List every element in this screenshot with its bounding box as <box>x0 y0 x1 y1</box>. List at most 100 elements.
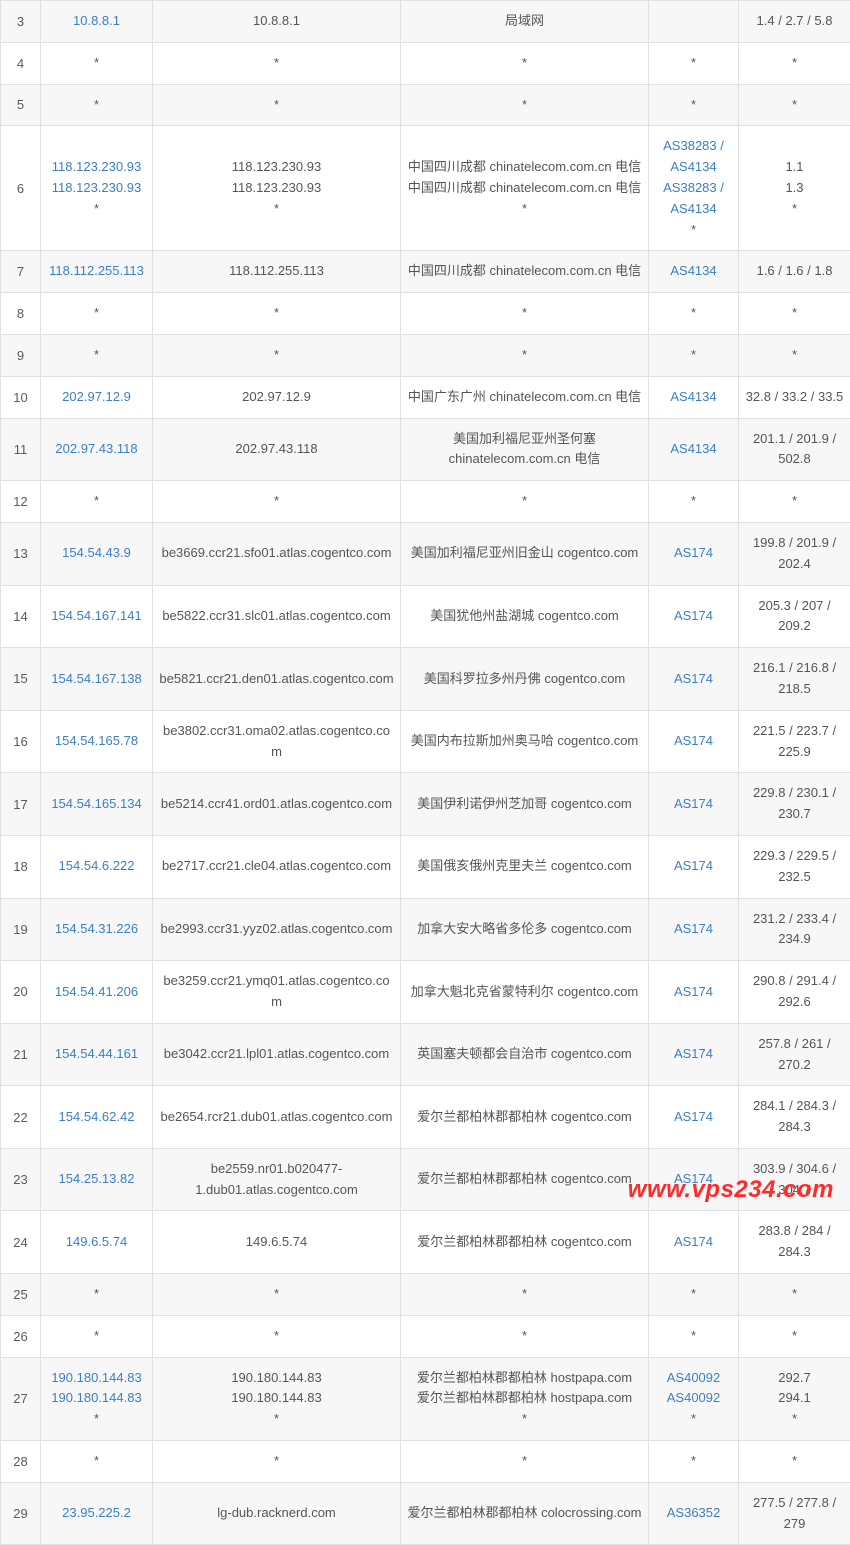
table-row: 18154.54.6.222be2717.ccr21.cle04.atlas.c… <box>1 835 850 898</box>
link-text[interactable]: 202.97.43.118 <box>47 439 146 460</box>
link-text[interactable]: AS174 <box>655 543 732 564</box>
cell-text: * <box>159 345 394 366</box>
link-text[interactable]: 154.54.31.226 <box>47 919 146 940</box>
link-text[interactable]: 154.54.167.141 <box>47 606 146 627</box>
table-cell: * <box>153 1274 401 1316</box>
cell-text: be2654.rcr21.dub01.atlas.cogentco.com <box>159 1107 394 1128</box>
table-cell: 局域网 <box>401 1 649 43</box>
table-cell: 118.123.230.93118.123.230.93* <box>41 126 153 251</box>
link-text[interactable]: AS174 <box>655 856 732 877</box>
table-cell: be2559.nr01.b020477-1.dub01.atlas.cogent… <box>153 1148 401 1211</box>
link-text[interactable]: AS38283 / <box>655 178 732 199</box>
link-text[interactable]: 154.54.62.42 <box>47 1107 146 1128</box>
link-text[interactable]: AS4134 <box>655 157 732 178</box>
link-text[interactable]: AS40092 <box>655 1368 732 1389</box>
link-text[interactable]: AS4134 <box>655 199 732 220</box>
table-cell: * <box>401 334 649 376</box>
table-cell: 216.1 / 216.8 / 218.5 <box>739 648 850 711</box>
table-cell <box>649 1 739 43</box>
table-cell: 爱尔兰都柏林郡都柏林 hostpapa.com爱尔兰都柏林郡都柏林 hostpa… <box>401 1357 649 1440</box>
cell-text: 1.3 <box>745 178 844 199</box>
cell-text: * <box>745 199 844 220</box>
link-text[interactable]: AS174 <box>655 1107 732 1128</box>
cell-text: * <box>159 1409 394 1430</box>
cell-text: be5821.ccr21.den01.atlas.cogentco.com <box>159 669 394 690</box>
cell-text: * <box>47 1284 146 1305</box>
link-text[interactable]: AS174 <box>655 669 732 690</box>
table-cell: * <box>41 1441 153 1483</box>
cell-text: * <box>47 95 146 116</box>
table-row: 23154.25.13.82be2559.nr01.b020477-1.dub0… <box>1 1148 850 1211</box>
link-text[interactable]: 154.54.43.9 <box>47 543 146 564</box>
link-text[interactable]: AS4134 <box>655 439 732 460</box>
table-cell: 118.112.255.113 <box>41 251 153 293</box>
cell-text: * <box>745 1326 844 1347</box>
cell-text: lg-dub.racknerd.com <box>159 1503 394 1524</box>
link-text[interactable]: 190.180.144.83 <box>47 1368 146 1389</box>
link-text[interactable]: 10.8.8.1 <box>47 11 146 32</box>
hop-cell: 17 <box>1 773 41 836</box>
cell-text: * <box>407 491 642 512</box>
table-cell: AS174 <box>649 648 739 711</box>
link-text[interactable]: 190.180.144.83 <box>47 1388 146 1409</box>
table-cell: lg-dub.racknerd.com <box>153 1482 401 1545</box>
link-text[interactable]: AS174 <box>655 1044 732 1065</box>
table-row: 6118.123.230.93118.123.230.93*118.123.23… <box>1 126 850 251</box>
link-text[interactable]: 154.54.165.134 <box>47 794 146 815</box>
table-cell: be2654.rcr21.dub01.atlas.cogentco.com <box>153 1086 401 1149</box>
cell-text: 1.1 <box>745 157 844 178</box>
link-text[interactable]: 118.123.230.93 <box>47 178 146 199</box>
cell-text: be2559.nr01.b020477-1.dub01.atlas.cogent… <box>159 1159 394 1201</box>
link-text[interactable]: 154.54.6.222 <box>47 856 146 877</box>
table-cell: * <box>649 42 739 84</box>
link-text[interactable]: AS174 <box>655 982 732 1003</box>
table-cell: 美国内布拉斯加州奥马哈 cogentco.com <box>401 710 649 773</box>
table-cell: 154.54.44.161 <box>41 1023 153 1086</box>
link-text[interactable]: 149.6.5.74 <box>47 1232 146 1253</box>
table-row: 24149.6.5.74149.6.5.74爱尔兰都柏林郡都柏林 cogentc… <box>1 1211 850 1274</box>
table-cell: * <box>739 293 850 335</box>
cell-text: * <box>407 53 642 74</box>
cell-text: * <box>655 303 732 324</box>
link-text[interactable]: AS36352 <box>655 1503 732 1524</box>
link-text[interactable]: AS174 <box>655 794 732 815</box>
hop-cell: 28 <box>1 1441 41 1483</box>
table-cell: 283.8 / 284 / 284.3 <box>739 1211 850 1274</box>
link-text[interactable]: AS4134 <box>655 261 732 282</box>
link-text[interactable]: 118.112.255.113 <box>47 261 146 282</box>
table-cell: be3802.ccr31.oma02.atlas.cogentco.com <box>153 710 401 773</box>
cell-text: 205.3 / 207 / 209.2 <box>745 596 844 638</box>
link-text[interactable]: 23.95.225.2 <box>47 1503 146 1524</box>
table-cell: 257.8 / 261 / 270.2 <box>739 1023 850 1086</box>
table-cell: * <box>649 293 739 335</box>
hop-cell: 15 <box>1 648 41 711</box>
link-text[interactable]: 154.54.167.138 <box>47 669 146 690</box>
table-row: 26***** <box>1 1315 850 1357</box>
link-text[interactable]: AS174 <box>655 731 732 752</box>
link-text[interactable]: 154.54.44.161 <box>47 1044 146 1065</box>
cell-text: * <box>655 1409 732 1430</box>
link-text[interactable]: 154.54.165.78 <box>47 731 146 752</box>
table-cell: * <box>41 84 153 126</box>
hop-cell: 18 <box>1 835 41 898</box>
link-text[interactable]: AS174 <box>655 919 732 940</box>
link-text[interactable]: AS40092 <box>655 1388 732 1409</box>
table-cell: * <box>41 42 153 84</box>
cell-text: * <box>745 95 844 116</box>
table-row: 7118.112.255.113118.112.255.113中国四川成都 ch… <box>1 251 850 293</box>
cell-text: 118.123.230.93 <box>159 157 394 178</box>
link-text[interactable]: 118.123.230.93 <box>47 157 146 178</box>
link-text[interactable]: AS4134 <box>655 387 732 408</box>
table-cell: 10.8.8.1 <box>41 1 153 43</box>
link-text[interactable]: 202.97.12.9 <box>47 387 146 408</box>
link-text[interactable]: AS38283 / <box>655 136 732 157</box>
table-cell: * <box>649 334 739 376</box>
table-cell: 284.1 / 284.3 / 284.3 <box>739 1086 850 1149</box>
link-text[interactable]: AS174 <box>655 606 732 627</box>
table-cell: * <box>41 334 153 376</box>
link-text[interactable]: AS174 <box>655 1169 732 1190</box>
link-text[interactable]: 154.54.41.206 <box>47 982 146 1003</box>
link-text[interactable]: 154.25.13.82 <box>47 1169 146 1190</box>
link-text[interactable]: AS174 <box>655 1232 732 1253</box>
table-row: 14154.54.167.141be5822.ccr31.slc01.atlas… <box>1 585 850 648</box>
